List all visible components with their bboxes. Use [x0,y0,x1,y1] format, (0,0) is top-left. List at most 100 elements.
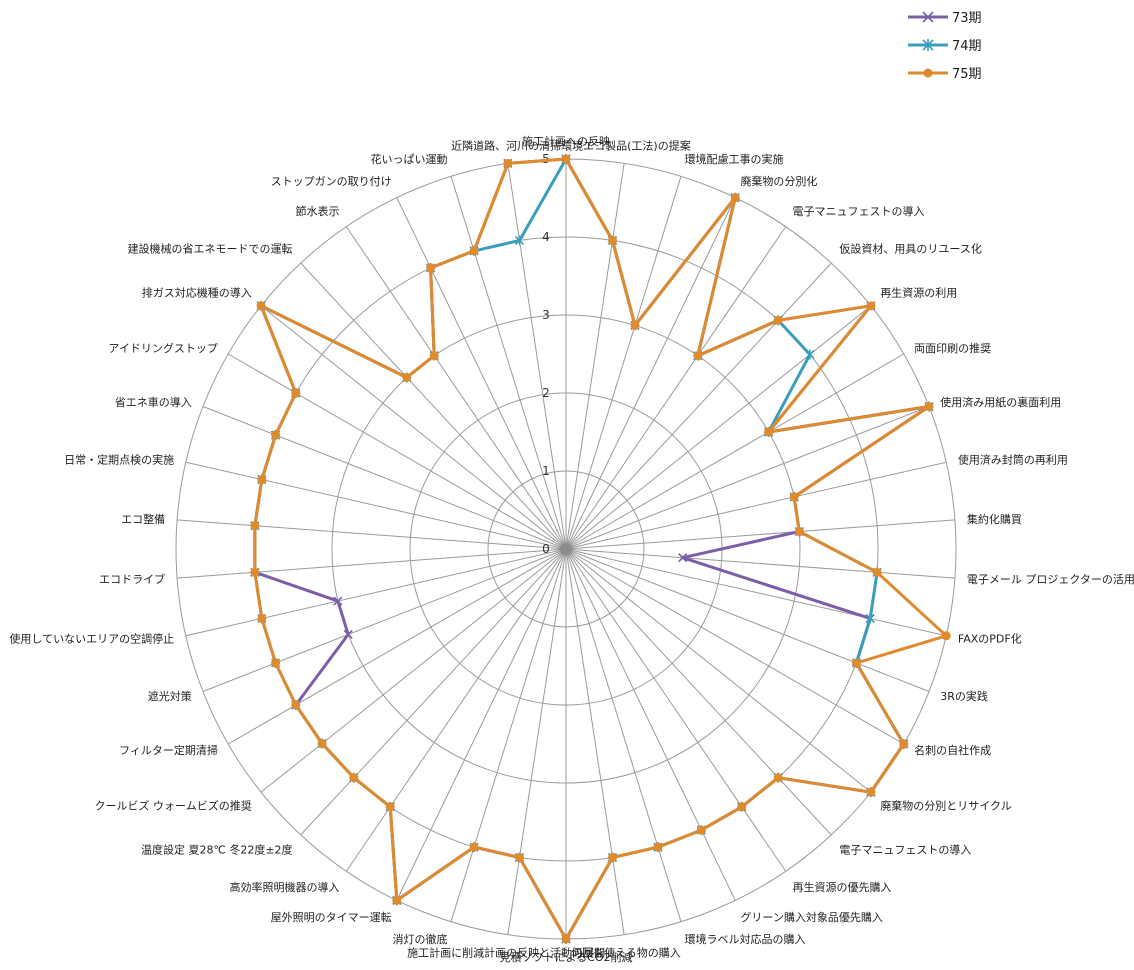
data-point [773,773,783,783]
spoke-20 [565,548,625,935]
data-point [630,320,640,330]
data-point [503,158,513,168]
category-label: 排ガス対応機種の導入 [142,285,252,299]
category-label: 施工計画に削減計画の反映と活動の展開 [407,946,605,960]
data-point [349,773,359,783]
data-point [469,842,479,852]
category-label: 3Rの実践 [940,689,988,703]
category-label: 電子マニュフェストの導入 [839,843,971,857]
category-label: 再生資源の利用 [880,285,957,299]
spoke-22 [507,548,567,935]
category-label: 日常・定期点検の実施 [64,453,174,467]
data-point [865,613,875,624]
tick-label: 1 [542,464,550,478]
data-point [271,658,281,668]
category-label: 仮設資材、用具のリユース化 [839,241,981,255]
series-line [253,157,931,941]
category-label: 温度設定 夏28℃ 冬22度±2度 [141,843,293,857]
category-label: 何回も使える物の購入 [571,946,681,960]
data-point [426,263,436,273]
spoke-28 [228,548,567,745]
data-point [257,475,267,485]
data-point [866,301,876,311]
spoke-34 [202,406,567,550]
data-point [653,842,663,852]
data-point [250,521,260,531]
data-point [392,895,402,905]
spoke-17 [565,548,787,872]
spoke-29 [202,548,567,692]
data-point [899,739,909,749]
data-point [257,613,267,623]
category-label: 集約化購買 [967,512,1022,526]
radar-grid [175,158,957,940]
category-label: 高効率照明機器の導入 [230,880,340,894]
category-label: 廃棄物の分別とリサイクル [880,799,1011,813]
category-labels: 施工計画への反映環境エコ製品(工法)の提案環境配慮工事の実施廃棄物の分別化電子マ… [9,134,1134,964]
category-label: 環境ラベル対応品の購入 [684,932,805,946]
spoke-9 [565,461,947,550]
category-label: アイドリングストップ [108,341,217,355]
data-point [469,246,479,256]
category-label: 建設機械の省エネモードでの運転 [128,241,293,255]
spoke-4 [565,226,787,550]
category-label: 電子マニュフェストの導入 [792,204,924,218]
category-label: 使用していないエリアの空調停止 [9,631,174,645]
category-label: 花いっぱい運動 [371,152,448,166]
category-label: エコドライブ [99,572,165,586]
category-label: 使用済み封筒の再利用 [958,453,1068,467]
spoke-13 [565,548,930,692]
category-label: 消灯の徹底 [393,932,448,946]
data-point [737,802,747,812]
category-label: 両面印刷の推奨 [914,341,991,355]
data-point [924,402,934,412]
data-point [514,853,524,863]
category-label: 環境エコ製品(工法)の提案 [561,138,691,152]
legend-label: 73期 [952,11,982,26]
spoke-36 [260,305,567,550]
data-point [561,934,571,944]
spoke-32 [177,519,567,550]
legend-label: 74期 [952,39,982,54]
category-label: フィルター定期清掃 [119,743,218,757]
spoke-16 [565,548,832,836]
spoke-25 [345,548,567,872]
spoke-38 [345,226,567,550]
spoke-7 [565,353,904,550]
spoke-30 [185,548,567,637]
data-point [429,351,439,361]
legend-item: 74期 [908,39,982,54]
data-point [866,787,876,797]
spoke-23 [450,548,567,922]
legend-item: 73期 [908,11,982,26]
data-point [764,427,774,437]
spoke-11 [565,548,955,579]
spoke-8 [565,406,930,550]
data-point [343,629,353,640]
category-label: 遮光対策 [148,689,192,703]
center-hub [560,543,572,555]
legend-marker [923,68,933,78]
data-point [608,853,618,863]
legend-marker [922,11,934,23]
spoke-33 [185,461,567,550]
tick-label: 5 [542,152,550,166]
category-label: 施工計画への反映 [522,134,610,148]
category-label: ストップガンの取り付け [271,175,392,188]
spoke-27 [260,548,567,793]
category-label: 屋外照明のタイマー運転 [271,911,392,924]
data-point [941,631,951,641]
category-label: エコ整備 [121,512,165,526]
spoke-2 [565,176,682,550]
tick-label: 4 [542,230,550,244]
spoke-6 [565,305,872,550]
spoke-41 [507,163,567,550]
data-point [851,658,861,668]
data-point [317,739,327,749]
spoke-12 [565,548,947,637]
spoke-24 [396,548,567,901]
data-point [773,315,783,325]
legend-label: 75期 [952,67,982,82]
tick-label: 3 [542,308,550,322]
